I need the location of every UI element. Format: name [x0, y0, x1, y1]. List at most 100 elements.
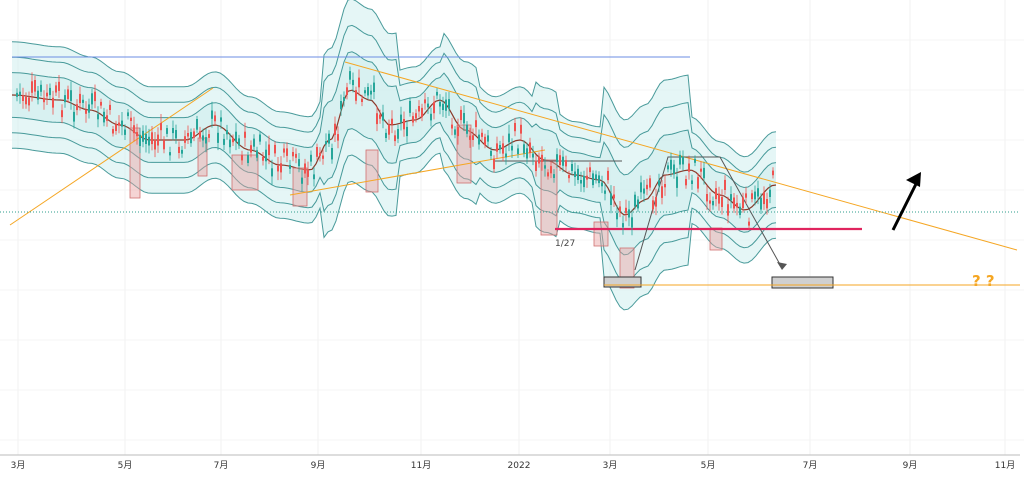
- candle-body: [640, 182, 642, 193]
- candle-body: [349, 71, 351, 80]
- candle-body: [175, 130, 177, 139]
- candle-body: [472, 135, 474, 140]
- candle-body: [295, 153, 297, 158]
- candle-body: [250, 145, 252, 153]
- candle-body: [739, 206, 741, 215]
- band-line: [11, 116, 777, 256]
- candle-body: [484, 136, 486, 146]
- candle-body: [124, 129, 126, 135]
- candle-body: [190, 132, 192, 144]
- candle-body: [79, 93, 81, 104]
- candle-body: [403, 119, 405, 130]
- candle-body: [58, 81, 60, 91]
- candle-body: [382, 112, 384, 121]
- candle-body: [391, 118, 393, 125]
- candle-body: [733, 197, 735, 209]
- band-line: [11, 51, 777, 189]
- candle-body: [457, 127, 459, 137]
- candle-body: [346, 87, 348, 95]
- candle-body: [361, 98, 363, 102]
- candle-body: [226, 130, 228, 135]
- candle-body: [571, 164, 573, 171]
- candle-body: [598, 175, 600, 184]
- candle-body: [691, 180, 693, 184]
- candle-body: [442, 103, 444, 110]
- candle-body: [205, 137, 207, 144]
- candle-body: [25, 96, 27, 105]
- candle-body: [367, 87, 369, 96]
- candle-body: [193, 131, 195, 138]
- candle-body: [697, 177, 699, 189]
- envelope-bands: [11, 0, 777, 311]
- candle-body: [700, 168, 702, 172]
- candle-body: [664, 184, 666, 188]
- orange-trend-line: [289, 149, 546, 196]
- candle-body: [199, 131, 201, 138]
- candle-body: [82, 99, 84, 103]
- grid: [17, 0, 1006, 455]
- gray-box: [771, 276, 834, 289]
- candle-body: [247, 155, 249, 163]
- candle-body: [649, 178, 651, 188]
- candle-body: [322, 155, 324, 159]
- gray-box: [603, 276, 642, 288]
- candle-body: [343, 97, 345, 101]
- candle-body: [223, 138, 225, 145]
- x-tick-label: 9月: [311, 460, 326, 471]
- candle-body: [67, 89, 69, 100]
- candle-body: [709, 200, 711, 204]
- candle-body: [433, 102, 435, 114]
- candle-body: [478, 134, 480, 145]
- highlight-box: [540, 159, 558, 236]
- candle-body: [715, 188, 717, 200]
- candle-body: [544, 165, 546, 169]
- candle-body: [436, 91, 438, 96]
- candle-body: [55, 85, 57, 93]
- candle-body: [523, 144, 525, 154]
- candle-body: [667, 165, 669, 170]
- candle-body: [127, 112, 129, 117]
- candle-body: [772, 170, 774, 176]
- candle-body: [358, 77, 360, 88]
- candle-body: [112, 129, 114, 134]
- candle-body: [730, 194, 732, 201]
- x-tick-label: 5月: [118, 460, 133, 471]
- candle-body: [550, 166, 552, 174]
- candle-body: [22, 95, 24, 101]
- candle-body: [601, 182, 603, 187]
- candle-body: [424, 99, 426, 104]
- candle-body: [121, 120, 123, 127]
- candle-body: [202, 135, 204, 141]
- candle-body: [136, 132, 138, 137]
- candle-body: [163, 140, 165, 150]
- candle-body: [265, 149, 267, 162]
- candle-body: [49, 87, 51, 96]
- x-tick-label: 11月: [995, 460, 1015, 471]
- candle-body: [766, 199, 768, 209]
- candle-body: [268, 144, 270, 156]
- candle-body: [286, 148, 288, 156]
- up-arrow-shaft: [891, 179, 920, 231]
- candle-body: [91, 93, 93, 105]
- candle-body: [388, 124, 390, 135]
- candle-body: [568, 175, 570, 179]
- candle-body: [235, 131, 237, 142]
- candle-body: [376, 113, 378, 125]
- x-tick-label: 2022: [508, 461, 531, 471]
- x-tick-label: 7月: [214, 460, 229, 471]
- candle-body: [37, 90, 39, 100]
- candle-body: [394, 135, 396, 142]
- candle-body: [418, 106, 420, 112]
- candle-body: [373, 82, 375, 92]
- candle-body: [688, 163, 690, 172]
- candle-body: [292, 152, 294, 157]
- candle-body: [337, 134, 339, 141]
- candle-body: [517, 148, 519, 154]
- candle-body: [34, 80, 36, 92]
- candle-body: [586, 175, 588, 180]
- date-annotation: 1/27: [555, 239, 575, 249]
- candle-body: [760, 197, 762, 210]
- highlight-box: [593, 221, 609, 247]
- candle-body: [355, 90, 357, 101]
